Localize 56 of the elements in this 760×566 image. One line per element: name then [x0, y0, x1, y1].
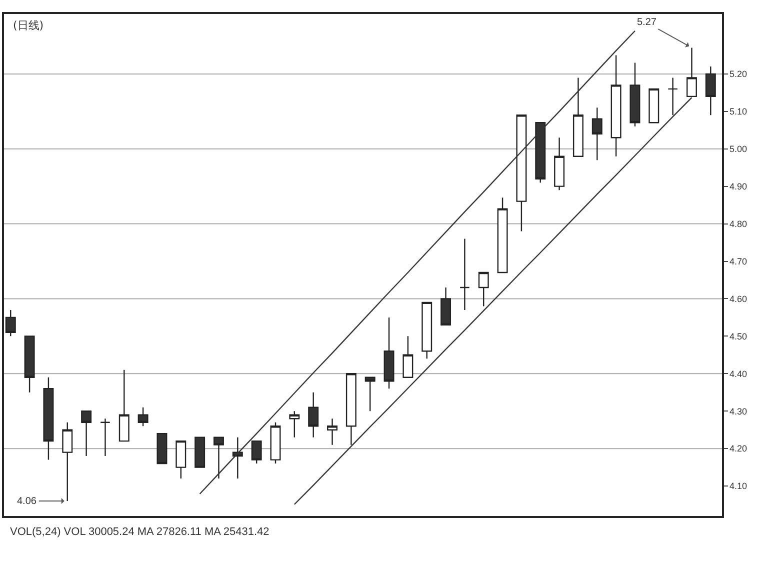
candlestick — [459, 238, 470, 311]
y-tick-label: 4.40 — [730, 368, 748, 379]
y-tick-label: 4.30 — [730, 406, 748, 416]
y-tick-label: 5.10 — [730, 106, 748, 117]
candlestick — [384, 316, 394, 390]
candlestick — [251, 440, 262, 464]
text: VOL(5,24) VOL 30005.24 MA 27826.11 MA 25431.42 — [10, 526, 270, 538]
candlestick — [308, 392, 319, 438]
candlestick — [535, 122, 546, 184]
candlestick — [138, 406, 148, 427]
line-series — [294, 96, 692, 505]
candlestick — [516, 114, 527, 232]
candlestick — [24, 336, 35, 393]
candlestick — [648, 88, 660, 124]
y-tick-label: 4.70 — [730, 256, 748, 266]
line-series — [199, 30, 636, 494]
candlestick — [630, 62, 640, 127]
candlestick — [156, 432, 168, 464]
y-tick-label: 4.60 — [730, 294, 748, 304]
y-tick-label: 5.00 — [730, 144, 748, 154]
candlestick — [422, 302, 432, 360]
y-tick-label: 4.50 — [730, 331, 748, 342]
candlestick — [194, 436, 206, 468]
candlestick — [232, 436, 243, 480]
candlestick — [572, 77, 584, 157]
candlestick — [43, 376, 54, 460]
candlestick — [592, 107, 602, 161]
candlestick — [668, 77, 678, 116]
candlestick — [270, 422, 281, 464]
annotation: 5.27 — [637, 17, 657, 28]
candlestick — [686, 47, 697, 98]
candlestick — [440, 286, 452, 326]
candlestick — [289, 410, 300, 438]
y-tick-label: 4.20 — [730, 444, 748, 454]
y-tick-label: 4.10 — [730, 481, 748, 492]
candlestick — [214, 436, 224, 480]
candlestick — [62, 422, 73, 502]
candlestick — [346, 373, 356, 446]
candlestick — [610, 54, 622, 157]
candlestick — [176, 440, 186, 480]
candlestick — [402, 336, 414, 378]
candlestick — [100, 418, 110, 457]
candlestick — [364, 376, 376, 412]
candlestick — [5, 309, 16, 337]
candlestick — [118, 369, 130, 442]
candlestick — [497, 196, 508, 274]
y-tick-label: 4.90 — [730, 181, 748, 192]
candlestick — [81, 410, 92, 457]
y-tick-label: 4.80 — [730, 218, 748, 229]
text: (日线) — [13, 19, 44, 32]
candlestick — [554, 137, 565, 191]
annotation: 4.06 — [17, 496, 37, 507]
candlestick — [478, 272, 489, 307]
candlestick — [327, 418, 338, 446]
y-tick-label: 5.20 — [730, 69, 748, 80]
candlestick — [705, 66, 716, 116]
